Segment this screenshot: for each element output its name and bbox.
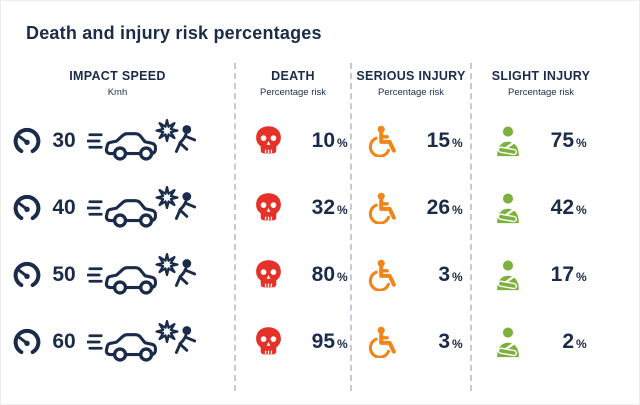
wheelchair-icon [367, 258, 400, 291]
serious-injury-header-label: SERIOUS INJURY [356, 69, 466, 83]
death-header-label: DEATH [271, 69, 315, 83]
car-crash-pedestrian-icon [87, 117, 199, 165]
serious-injury-row: 26% [352, 174, 470, 241]
slight-injury-header: SLIGHT INJURY Percentage risk [472, 63, 610, 107]
speedometer-icon [13, 261, 41, 289]
car-crash-pedestrian-icon [87, 184, 199, 232]
death-header: DEATH Percentage risk [236, 63, 350, 107]
column-slight-injury: SLIGHT INJURY Percentage risk 75% 42% 17… [470, 63, 610, 391]
car-crash-pedestrian-icon [87, 318, 199, 366]
speed-value: 40 [52, 195, 76, 219]
injured-person-sling-icon [492, 192, 524, 224]
percent-sign: % [576, 202, 587, 217]
serious-injury-percentage: 15 [426, 128, 450, 152]
page-title: Death and injury risk percentages [26, 23, 322, 43]
slight-injury-percentage: 17 [550, 262, 574, 286]
serious-injury-header: SERIOUS INJURY Percentage risk [352, 63, 470, 107]
column-serious-injury: SERIOUS INJURY Percentage risk 15% 26% 3… [350, 63, 470, 391]
serious-injury-row: 3% [352, 241, 470, 308]
percent-sign: % [337, 336, 348, 351]
slight-injury-subheader-label: Percentage risk [507, 87, 574, 98]
slight-injury-header-label: SLIGHT INJURY [491, 69, 591, 83]
slight-injury-row: 17% [472, 241, 610, 308]
slight-injury-percentage: 42 [550, 195, 574, 219]
impact-speed-header: IMPACT SPEED Kmh [1, 63, 234, 107]
percent-sign: % [452, 202, 463, 217]
percent-sign: % [576, 269, 587, 284]
percent-sign: % [452, 336, 463, 351]
slight-injury-row: 42% [472, 174, 610, 241]
percent-sign: % [337, 135, 348, 150]
risk-table: IMPACT SPEED Kmh 30 40 50 60 [1, 63, 639, 391]
percent-sign: % [576, 336, 587, 351]
death-subheader-label: Percentage risk [259, 87, 326, 98]
serious-injury-percentage: 3 [438, 329, 450, 353]
impact-speed-row: 40 [1, 174, 234, 241]
slight-injury-row: 75% [472, 107, 610, 174]
slight-injury-percentage: 2 [562, 329, 574, 353]
skull-icon [252, 124, 285, 157]
percent-sign: % [337, 202, 348, 217]
column-impact-speed: IMPACT SPEED Kmh 30 40 50 60 [1, 63, 234, 391]
speed-value: 60 [52, 329, 76, 353]
speedometer-icon [13, 127, 41, 155]
impact-speed-header-label: IMPACT SPEED [69, 69, 166, 83]
percent-sign: % [452, 269, 463, 284]
injured-person-sling-icon [492, 326, 524, 358]
serious-injury-row: 3% [352, 308, 470, 375]
skull-icon [252, 191, 285, 224]
serious-injury-row: 15% [352, 107, 470, 174]
impact-speed-row: 50 [1, 241, 234, 308]
slight-injury-percentage: 75 [550, 128, 574, 152]
serious-injury-subheader-label: Percentage risk [377, 87, 444, 98]
death-percentage: 80 [311, 262, 335, 286]
death-percentage: 32 [311, 195, 335, 219]
wheelchair-icon [367, 124, 400, 157]
column-death: DEATH Percentage risk 10% 32% 80% 95% [234, 63, 350, 391]
death-row: 10% [236, 107, 350, 174]
death-row: 32% [236, 174, 350, 241]
skull-icon [252, 258, 285, 291]
wheelchair-icon [367, 191, 400, 224]
speedometer-icon [13, 328, 41, 356]
percent-sign: % [337, 269, 348, 284]
wheelchair-icon [367, 325, 400, 358]
injured-person-sling-icon [492, 259, 524, 291]
injured-person-sling-icon [492, 125, 524, 157]
slight-injury-row: 2% [472, 308, 610, 375]
death-row: 95% [236, 308, 350, 375]
impact-speed-unit-label: Kmh [107, 87, 128, 98]
death-percentage: 95 [311, 329, 335, 353]
car-crash-pedestrian-icon [87, 251, 199, 299]
speed-value: 30 [52, 128, 76, 152]
speed-value: 50 [52, 262, 76, 286]
skull-icon [252, 325, 285, 358]
percent-sign: % [452, 135, 463, 150]
serious-injury-percentage: 3 [438, 262, 450, 286]
serious-injury-percentage: 26 [426, 195, 450, 219]
death-percentage: 10 [311, 128, 335, 152]
death-row: 80% [236, 241, 350, 308]
speedometer-icon [13, 194, 41, 222]
percent-sign: % [576, 135, 587, 150]
impact-speed-row: 60 [1, 308, 234, 375]
impact-speed-row: 30 [1, 107, 234, 174]
